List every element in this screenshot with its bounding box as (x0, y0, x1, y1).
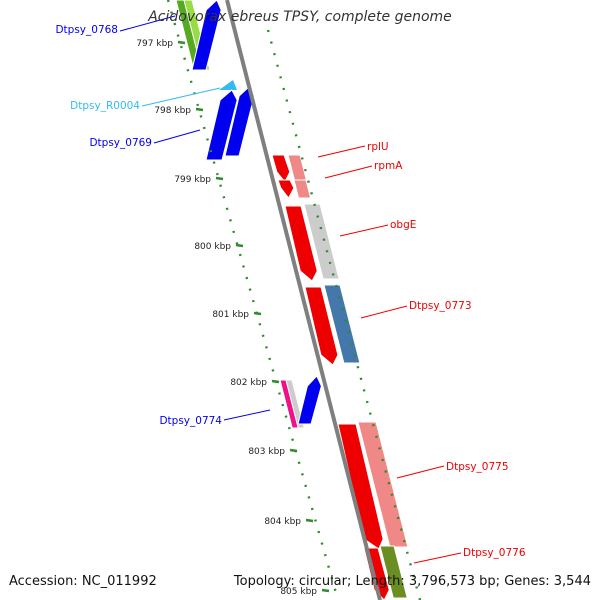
genes-count-text: Genes: 3,544 (504, 574, 591, 589)
label-leader-line (339, 224, 389, 237)
kbp-tick (253, 311, 262, 316)
gene-label[interactable]: Dtpsy_0768 (55, 24, 118, 36)
gene-label[interactable]: Dtpsy_0769 (89, 137, 152, 149)
topology-text: Topology: circular (233, 574, 347, 589)
kbp-tick (305, 518, 314, 523)
kbp-tick (271, 379, 280, 384)
label-leader-line (119, 15, 176, 32)
genome-backbone (225, 0, 382, 600)
kbp-tick-label: 805 kbp (280, 587, 317, 597)
gene-label[interactable]: Dtpsy_0775 (446, 461, 509, 473)
label-leader-line (413, 552, 462, 564)
gene-label[interactable]: Dtpsy_0774 (159, 415, 222, 427)
gene-arrow[interactable] (205, 89, 238, 161)
kbp-tick-label: 798 kbp (154, 106, 191, 116)
gene-arrow[interactable] (297, 375, 322, 425)
kbp-tick (195, 107, 204, 112)
gene-label[interactable]: rpmA (374, 160, 403, 172)
map-title: Acidovorax ebreus TPSY, complete genome (148, 9, 452, 25)
label-leader-line (223, 409, 271, 421)
cog-bar (293, 179, 312, 199)
kbp-tick (289, 448, 298, 453)
gene-arrow[interactable] (191, 0, 222, 71)
rna-gene-marker[interactable] (219, 80, 237, 90)
length-text: Length: 3,796,573 bp (355, 574, 496, 589)
kbp-tick-label: 800 kbp (194, 242, 231, 252)
gene-arrow[interactable] (284, 205, 318, 282)
genome-summary: Topology: circular; Length: 3,796,573 bp… (233, 574, 591, 589)
cog-bar (357, 421, 409, 548)
gene-label[interactable]: rplU (367, 141, 389, 153)
gene-label[interactable]: Dtpsy_0776 (463, 547, 526, 559)
label-leader-line (317, 145, 366, 158)
accession-text: Accession: NC_011992 (9, 574, 157, 589)
label-leader-line (153, 129, 201, 144)
kbp-tick-label: 799 kbp (174, 175, 211, 185)
label-leader-line (141, 87, 221, 107)
label-leader-line (396, 465, 445, 479)
gene-label[interactable]: obgE (390, 219, 416, 231)
kbp-tick (215, 176, 224, 181)
cog-bar (379, 545, 408, 599)
cog-bar (287, 154, 308, 183)
kbp-tick-label: 797 kbp (136, 39, 173, 49)
kbp-tick (235, 243, 244, 248)
label-leader-line (360, 305, 408, 319)
gene-arrow[interactable] (277, 179, 295, 199)
kbp-tick (321, 588, 330, 593)
kbp-tick-label: 803 kbp (248, 447, 285, 457)
gene-arrow[interactable] (271, 154, 291, 183)
kbp-tick-label: 804 kbp (264, 517, 301, 527)
kbp-tick-label: 801 kbp (212, 310, 249, 320)
gene-label[interactable]: Dtpsy_0773 (409, 300, 472, 312)
label-leader-line (324, 165, 373, 179)
gene-label[interactable]: Dtpsy_R0004 (70, 100, 140, 112)
gene-arrow[interactable] (304, 286, 339, 366)
kbp-tick-label: 802 kbp (230, 378, 267, 388)
kbp-tick (177, 40, 186, 45)
